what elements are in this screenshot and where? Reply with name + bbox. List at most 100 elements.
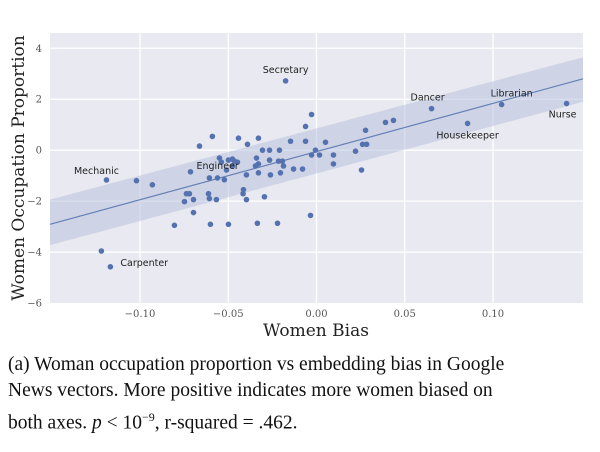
y-tick-label: 4 <box>36 44 42 55</box>
x-tick-label: 0.00 <box>305 309 327 320</box>
y-tick-label: 2 <box>36 95 42 106</box>
data-point <box>302 138 309 145</box>
caption-line-3: both axes. p < 10−9, r-squared = .462. <box>8 404 598 437</box>
data-point <box>254 220 261 227</box>
data-point-dancer <box>428 105 435 112</box>
data-point <box>363 141 370 148</box>
data-point-secretary <box>282 78 289 84</box>
data-point-carpenter <box>107 264 114 270</box>
point-label-engineer: Engineer <box>196 161 238 172</box>
data-point <box>149 182 156 188</box>
data-point <box>382 119 389 126</box>
caption-exponent: −9 <box>141 410 155 424</box>
y-tick-label: −6 <box>27 299 42 310</box>
data-point <box>234 159 241 165</box>
data-point <box>213 196 220 203</box>
point-label-mechanic: Mechanic <box>74 166 119 177</box>
caption-line-3-suffix: , r-squared = .462. <box>154 412 298 434</box>
data-point <box>276 147 283 153</box>
data-point <box>330 152 337 158</box>
data-point <box>235 135 242 141</box>
data-point <box>171 222 178 229</box>
data-point <box>302 123 309 130</box>
caption-lt: < 10 <box>101 412 142 434</box>
data-points <box>98 78 570 270</box>
caption-line-2: News vectors. More positive indicates mo… <box>8 380 493 401</box>
figure-caption: (a) Woman occupation proportion vs embed… <box>8 352 598 437</box>
data-point <box>190 196 197 203</box>
x-tick-label: 0.05 <box>394 309 416 320</box>
data-point <box>223 167 230 173</box>
data-point <box>229 163 236 169</box>
data-point <box>322 139 329 146</box>
data-point <box>307 212 314 219</box>
data-point <box>308 152 315 158</box>
data-point <box>98 248 105 254</box>
point-label-dancer: Dancer <box>411 93 445 104</box>
data-point <box>316 152 323 158</box>
data-point <box>312 147 319 153</box>
data-point <box>359 141 366 148</box>
data-point <box>358 167 365 173</box>
data-point-engineer <box>187 169 194 175</box>
tick-labels: −0.10 −0.05 0.00 0.05 0.10 −6 −4 −2 0 2 4 <box>27 44 504 320</box>
data-point <box>196 143 203 149</box>
data-point <box>266 147 273 153</box>
data-point <box>299 166 306 172</box>
data-point <box>362 127 369 134</box>
data-point <box>206 195 213 202</box>
data-point <box>253 155 260 161</box>
data-point <box>279 158 286 164</box>
data-point <box>221 176 228 183</box>
caption-line-3-prefix: both axes. <box>8 412 92 434</box>
data-point <box>390 117 397 124</box>
caption-line-1: (a) Woman occupation proportion vs embed… <box>8 354 505 375</box>
data-point <box>218 159 225 165</box>
data-point-mechanic <box>103 177 110 183</box>
data-point <box>243 196 250 203</box>
data-point <box>214 175 221 181</box>
scatter-chart: Secretary Dancer Librarian Nurse Housekeeper… <box>9 33 584 341</box>
data-point <box>352 148 359 154</box>
data-point <box>280 163 287 169</box>
x-tick-label: −0.05 <box>213 309 244 320</box>
point-labels: Secretary Dancer Librarian Nurse Housekeeper… <box>74 65 577 269</box>
data-point <box>252 163 259 169</box>
data-point <box>190 209 197 216</box>
data-point <box>266 157 273 163</box>
data-point <box>186 190 193 197</box>
data-point <box>290 166 297 172</box>
y-tick-label: −2 <box>27 197 42 208</box>
data-point <box>255 170 262 176</box>
caption-p-symbol: p <box>91 412 102 434</box>
point-label-housekeeper: Housekeeper <box>436 130 498 141</box>
point-label-nurse: Nurse <box>549 110 577 121</box>
point-label-secretary: Secretary <box>263 65 309 76</box>
data-point <box>206 175 213 181</box>
data-point <box>261 193 268 200</box>
data-point <box>133 177 140 184</box>
data-point <box>259 147 266 153</box>
data-point <box>277 170 284 176</box>
x-tick-label: −0.10 <box>125 309 156 320</box>
data-point-librarian <box>498 101 505 108</box>
data-point <box>243 172 250 178</box>
x-axis-label: Women Bias <box>263 321 369 341</box>
data-point <box>209 133 216 140</box>
data-point <box>207 221 214 228</box>
data-point <box>255 135 262 141</box>
data-point <box>244 141 251 148</box>
data-point <box>275 158 282 164</box>
data-point <box>240 186 247 193</box>
y-tick-label: −4 <box>27 248 42 259</box>
x-tick-label: 0.10 <box>482 309 504 320</box>
data-point-nurse <box>563 100 570 107</box>
data-point-housekeeper <box>464 120 471 127</box>
data-point <box>267 172 274 178</box>
data-point <box>205 190 212 197</box>
data-point <box>240 190 246 197</box>
point-label-librarian: Librarian <box>491 89 533 100</box>
data-point <box>274 220 281 227</box>
data-point <box>308 111 315 118</box>
data-point <box>181 198 188 205</box>
